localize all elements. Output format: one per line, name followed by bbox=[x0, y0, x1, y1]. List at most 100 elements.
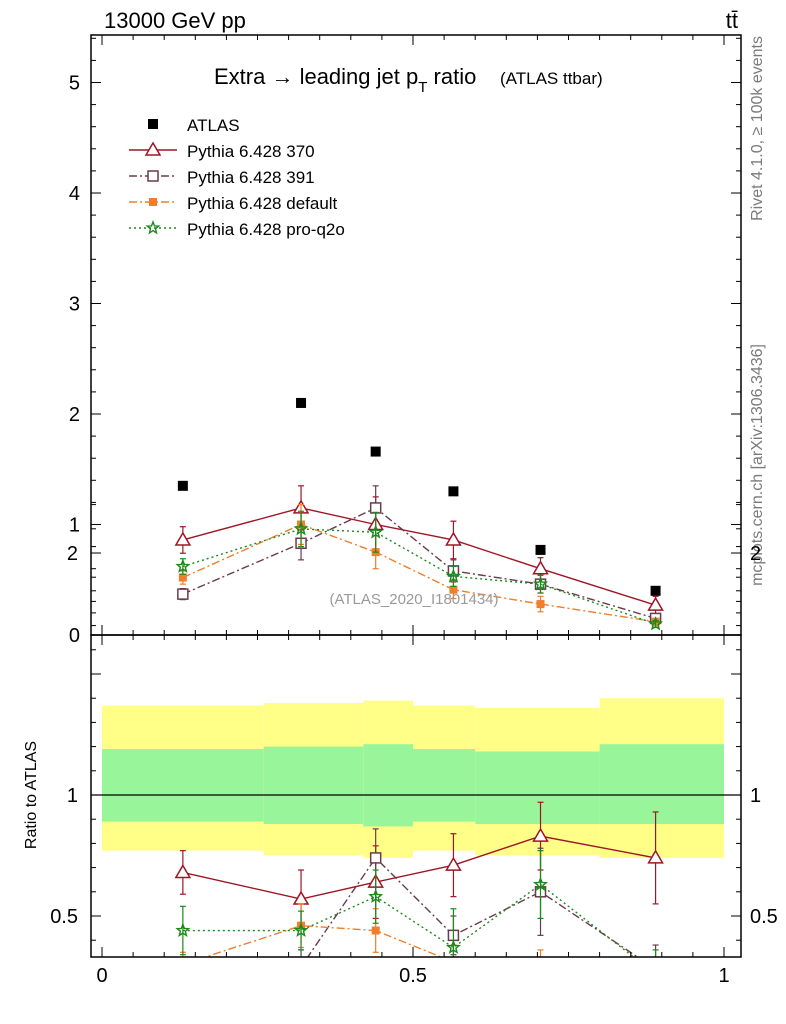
ratio-point bbox=[174, 863, 192, 879]
ratio-series-line bbox=[182, 883, 635, 957]
main-series-line bbox=[182, 507, 656, 606]
data-point bbox=[296, 397, 307, 408]
main-ytick-label: 4 bbox=[69, 183, 80, 205]
main-point bbox=[532, 576, 549, 591]
xtick-label: 0 bbox=[96, 965, 107, 987]
ratio-point bbox=[537, 965, 545, 973]
ratio-series-line bbox=[203, 924, 443, 957]
ratio-point bbox=[650, 968, 661, 979]
data-point bbox=[177, 480, 188, 491]
ratio-ytick-label-right: 1 bbox=[750, 785, 761, 807]
legend-entry-1: Pythia 6.428 391 bbox=[129, 168, 315, 187]
ratio-band-green bbox=[263, 746, 364, 825]
xtick-label: 0.5 bbox=[399, 965, 427, 987]
ratio-point bbox=[178, 969, 188, 979]
legend-marker-data bbox=[148, 119, 158, 129]
legend-entry-data: ATLAS bbox=[148, 116, 240, 135]
ratio-panel: 0.5 0.5 1 1 2 2 0 0.5 1 bbox=[50, 504, 778, 987]
legend-marker bbox=[149, 198, 157, 206]
chart-title-tail: ratio bbox=[427, 64, 476, 89]
legend-label: Pythia 6.428 default bbox=[187, 194, 338, 213]
main-point bbox=[532, 560, 549, 575]
chart-title-subscript: T bbox=[418, 79, 427, 96]
ratio-point bbox=[293, 922, 309, 937]
legend-marker bbox=[145, 220, 161, 235]
main-point bbox=[175, 558, 191, 573]
legend-entry-3: Pythia 6.428 pro-q2o bbox=[129, 220, 345, 239]
ratio-series-3 bbox=[175, 850, 661, 979]
ratio-point bbox=[296, 962, 306, 972]
main-point bbox=[449, 585, 458, 594]
ratio-series-line bbox=[306, 856, 639, 957]
header-energy-label: 13000 GeV pp bbox=[104, 8, 246, 33]
ratio-point bbox=[449, 958, 457, 966]
chart-title-main: Extra → leading jet p bbox=[214, 64, 418, 89]
ratio-series-line bbox=[182, 835, 656, 900]
main-point bbox=[648, 616, 664, 631]
ratio-point bbox=[179, 960, 187, 968]
main-point bbox=[293, 521, 309, 536]
main-point bbox=[178, 573, 187, 582]
main-point bbox=[536, 600, 545, 609]
chart-title: Extra → leading jet pT ratio bbox=[214, 64, 476, 96]
ratio-bands bbox=[91, 698, 741, 858]
rivet-version-label: Rivet 4.1.0, ≥ 100k events bbox=[749, 36, 766, 221]
ratio-band-green bbox=[475, 751, 600, 825]
legend-entry-0: Pythia 6.428 370 bbox=[129, 141, 315, 161]
mcplots-label: mcplots.cern.ch [arXiv:1306.3436] bbox=[749, 344, 766, 586]
ratio-point bbox=[369, 852, 382, 864]
ratio-ytick-label-right: 2 bbox=[750, 543, 761, 565]
main-data-points bbox=[177, 397, 661, 596]
legend-marker bbox=[147, 170, 159, 182]
ratio-point bbox=[445, 939, 461, 954]
ratio-series-0 bbox=[174, 801, 664, 929]
xtick-label: 1 bbox=[718, 965, 729, 987]
ratio-frame bbox=[90, 634, 742, 958]
main-ytick-label: 2 bbox=[69, 404, 80, 426]
main-ytick-label: 5 bbox=[69, 73, 80, 95]
ratio-ylabel: Ratio to ATLAS bbox=[23, 741, 40, 849]
legend: ATLAS Pythia 6.428 370 Pythia 6.428 391 Pyt… bbox=[129, 116, 345, 239]
data-point bbox=[535, 544, 546, 555]
legend-label-data: ATLAS bbox=[187, 116, 240, 135]
legend-label: Pythia 6.428 pro-q2o bbox=[187, 220, 345, 239]
main-series-line bbox=[182, 523, 656, 623]
main-point bbox=[445, 531, 462, 546]
ratio-band-green bbox=[413, 749, 476, 822]
ratio-point bbox=[651, 964, 661, 974]
data-point bbox=[650, 585, 661, 596]
ratio-ytick-label: 2 bbox=[67, 543, 78, 565]
main-series-line bbox=[182, 528, 656, 625]
ratio-ytick-label: 0.5 bbox=[50, 906, 78, 928]
ratio-point bbox=[532, 876, 549, 891]
ratio-point bbox=[652, 973, 660, 981]
main-ytick-label: 1 bbox=[69, 515, 80, 537]
main-point bbox=[177, 588, 189, 600]
main-series-3 bbox=[175, 510, 664, 631]
chart-subtitle: (ATLAS ttbar) bbox=[500, 69, 603, 88]
header-process-label: tt̄ bbox=[726, 8, 738, 33]
ratio-point bbox=[647, 849, 664, 864]
ratio-band-green bbox=[599, 744, 724, 825]
ratio-band-green bbox=[102, 749, 264, 822]
ratio-ytick-label: 1 bbox=[67, 785, 78, 807]
main-point bbox=[174, 531, 192, 546]
legend-entry-2: Pythia 6.428 default bbox=[129, 194, 338, 213]
analysis-watermark: (ATLAS_2020_I1801434) bbox=[329, 591, 498, 608]
main-point bbox=[368, 524, 384, 539]
ratio-ytick-label-right: 0.5 bbox=[750, 906, 778, 928]
main-ytick-label: 0 bbox=[69, 625, 80, 647]
ratio-point bbox=[532, 827, 549, 842]
ratio-point bbox=[445, 856, 462, 871]
main-series-line bbox=[182, 507, 656, 620]
ratio-point bbox=[368, 888, 384, 904]
main-ytick-label: 3 bbox=[69, 294, 80, 316]
data-point bbox=[448, 486, 459, 497]
main-point bbox=[445, 568, 461, 583]
main-panel: 0 1 2 3 4 5 bbox=[69, 34, 742, 647]
main-point bbox=[369, 502, 382, 514]
data-point bbox=[370, 446, 381, 457]
ratio-band-green bbox=[363, 744, 413, 827]
main-point bbox=[647, 596, 664, 611]
